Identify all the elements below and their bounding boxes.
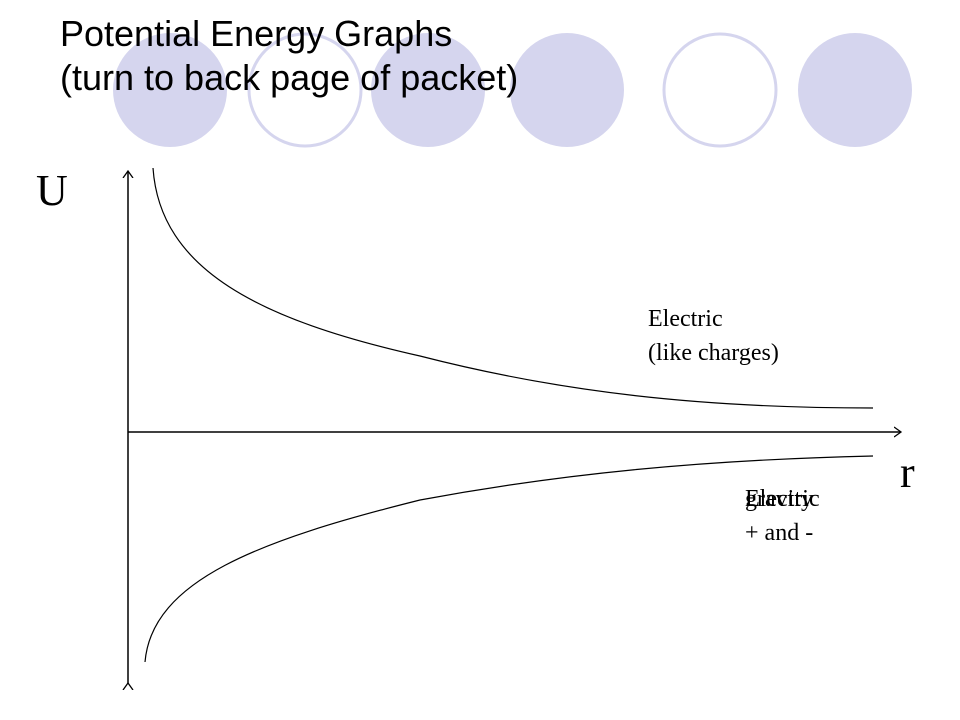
decor-circle-filled-1 bbox=[113, 33, 227, 147]
decor-circle-outline-2 bbox=[662, 32, 778, 148]
decor-circle-outline-1 bbox=[247, 32, 363, 148]
overlap-label-plus-minus: + and - bbox=[745, 520, 814, 546]
overlap-label-electric: Electric bbox=[745, 486, 820, 512]
decor-circle-filled-4 bbox=[798, 33, 912, 147]
decor-circle-filled-3 bbox=[510, 33, 624, 147]
slide-title: Potential Energy Graphs (turn to back pa… bbox=[60, 12, 518, 100]
u-axis-label: U bbox=[36, 166, 68, 215]
opposite-charges-gravity-label: Electric gravity + and - bbox=[745, 482, 865, 552]
overlap-label-gravity: gravity bbox=[745, 486, 813, 512]
slide-title-line2: (turn to back page of packet) bbox=[60, 57, 519, 98]
decor-circle-filled-2 bbox=[371, 33, 485, 147]
decorative-circles bbox=[113, 32, 912, 148]
r-axis-label: r bbox=[900, 448, 915, 497]
electric-like-charges-curve bbox=[152, 167, 874, 409]
gravity-electric-opposite-curve bbox=[144, 455, 874, 663]
electric-like-charges-label-line2: (like charges) bbox=[648, 340, 779, 366]
electric-like-charges-label-line1: Electric bbox=[648, 306, 723, 332]
slide-title-line1: Potential Energy Graphs bbox=[60, 13, 453, 54]
electric-like-charges-label: Electric (like charges) bbox=[648, 302, 779, 370]
